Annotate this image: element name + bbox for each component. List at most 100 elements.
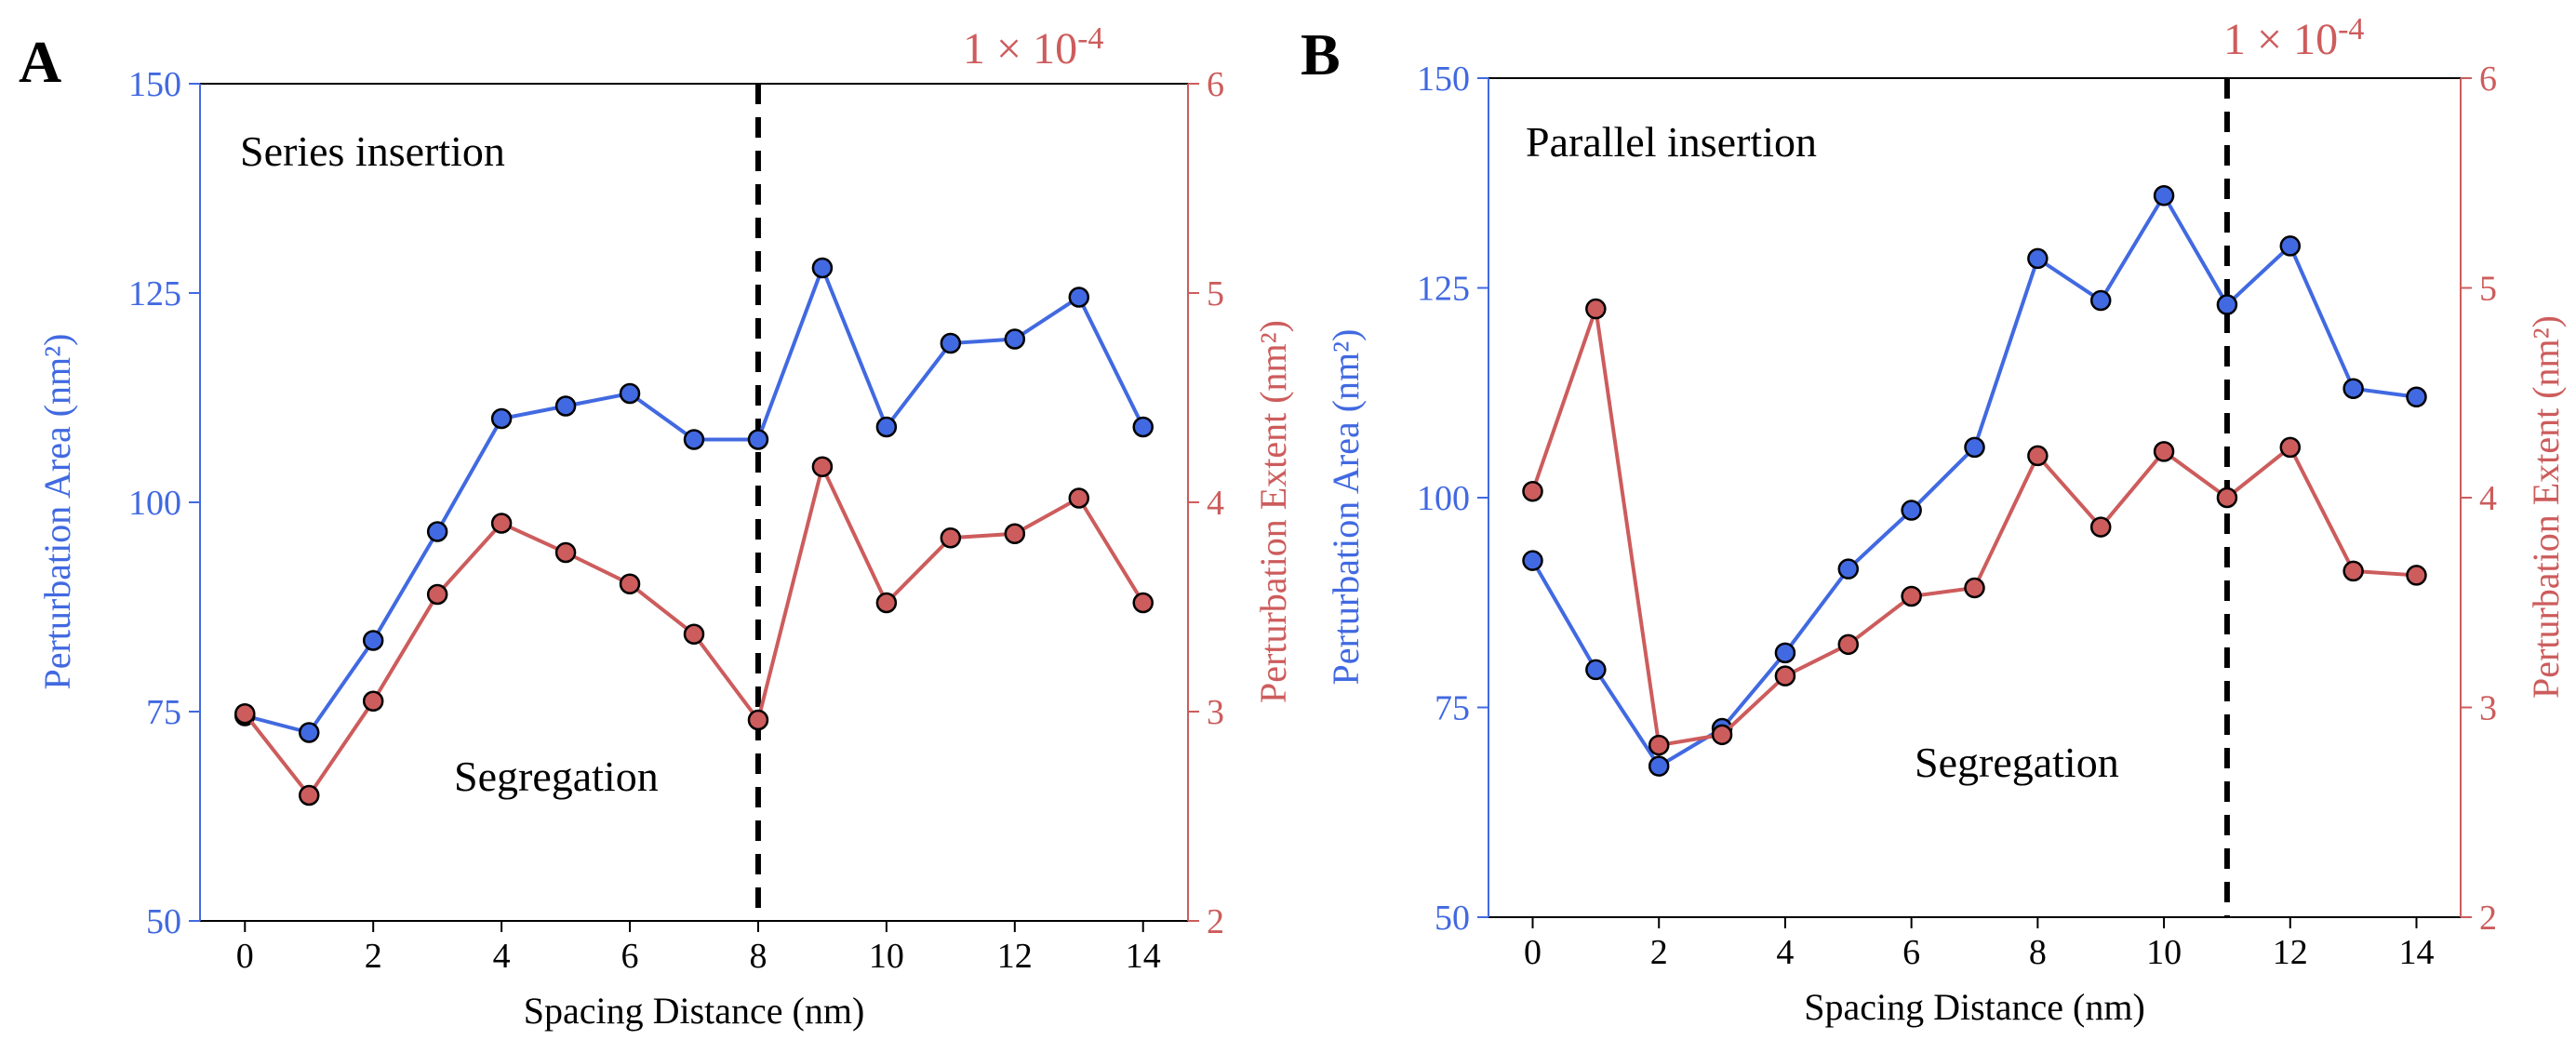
panel-letter: A <box>19 29 61 95</box>
data-point-extent <box>362 690 384 712</box>
data-point-area <box>1004 328 1026 350</box>
x-tick-label: 10 <box>869 937 904 976</box>
data-point-area <box>811 257 834 279</box>
x-tick-label: 4 <box>1776 933 1794 972</box>
data-point-extent <box>2027 445 2049 467</box>
x-tick-label: 14 <box>1126 937 1161 976</box>
data-point-area <box>2089 289 2112 312</box>
data-point-area <box>875 416 898 438</box>
data-point-extent <box>1901 585 1922 607</box>
annotation-label: Segregation <box>1915 739 2119 786</box>
x-tick-label: 0 <box>236 937 254 976</box>
data-point-extent <box>940 527 962 549</box>
x-tick-label: 6 <box>1902 933 1920 972</box>
data-point-area <box>426 521 448 542</box>
scale-factor-base: 1 × 10 <box>963 24 1077 73</box>
data-point-extent <box>1711 724 1733 746</box>
x-tick-label: 12 <box>2273 933 2308 972</box>
data-point-area <box>554 395 577 417</box>
data-point-area <box>298 722 320 743</box>
data-point-extent <box>298 784 320 806</box>
y-left-tick-label: 100 <box>1417 479 1470 518</box>
panel-letter: B <box>1301 21 1341 87</box>
data-point-extent <box>554 541 577 564</box>
data-point-extent <box>747 709 769 731</box>
scale-factor-exponent: -4 <box>1077 21 1103 56</box>
annotation-label: Segregation <box>454 753 659 800</box>
data-point-area <box>2279 235 2302 257</box>
scale-factor-label: 1 × 10-4 <box>2223 12 2364 64</box>
data-point-area <box>747 429 769 450</box>
y-right-tick-label: 3 <box>2479 689 2497 728</box>
y-left-tick-label: 100 <box>128 484 181 523</box>
x-axis-title: Spacing Distance (nm) <box>1804 986 2145 1028</box>
y-left-tick-label: 150 <box>128 65 181 104</box>
y-left-tick-label: 50 <box>1435 899 1470 938</box>
data-point-area <box>619 382 641 405</box>
data-point-area <box>2342 378 2364 399</box>
data-point-extent <box>490 513 513 534</box>
y-right-tick-label: 2 <box>1207 902 1224 941</box>
x-tick-label: 14 <box>2399 933 2435 972</box>
data-point-extent <box>2406 565 2427 586</box>
x-tick-label: 12 <box>997 937 1033 976</box>
data-point-extent <box>1774 665 1796 686</box>
y-left-tick-label: 150 <box>1417 60 1470 99</box>
data-point-extent <box>2342 560 2364 582</box>
x-axis-title: Spacing Distance (nm) <box>524 990 865 1032</box>
data-point-area <box>1774 642 1796 664</box>
x-tick-label: 6 <box>621 937 639 976</box>
data-point-area <box>1901 500 1922 521</box>
x-tick-label: 8 <box>749 937 767 976</box>
data-point-extent <box>1585 298 1607 320</box>
y-right-tick-label: 2 <box>2479 899 2497 938</box>
data-point-area <box>1132 416 1154 438</box>
data-point-area <box>2216 294 2238 315</box>
data-point-area <box>2406 386 2427 408</box>
data-point-extent <box>234 703 256 725</box>
chart-panel-a: A 0 2 4 6 8 10 12 14 50 75 100 125 150 2 3 4 5 6 Spacing Di… <box>19 21 1294 1032</box>
y-left-tick-label: 125 <box>1417 270 1470 309</box>
x-tick-label: 10 <box>2146 933 2182 972</box>
data-point-extent <box>619 573 641 594</box>
y-right-tick-label: 3 <box>1207 693 1224 732</box>
series-line-extent <box>1530 308 2417 748</box>
scale-factor-base: 1 × 10 <box>2223 15 2338 64</box>
data-point-area <box>1522 550 1543 571</box>
data-point-area <box>1837 558 1860 580</box>
data-point-area <box>683 429 705 450</box>
data-point-extent <box>1132 592 1154 614</box>
data-point-extent <box>683 623 705 645</box>
y-right-tick-label: 6 <box>1207 65 1224 104</box>
y-left-tick-label: 75 <box>1435 689 1470 728</box>
data-point-extent <box>2089 516 2112 538</box>
data-point-area <box>362 630 384 651</box>
data-point-area <box>1964 436 1985 459</box>
x-tick-label: 4 <box>493 937 511 976</box>
data-point-extent <box>1522 480 1543 502</box>
y-left-tick-label: 50 <box>146 902 181 941</box>
scale-factor-exponent: -4 <box>2338 12 2364 47</box>
data-point-extent <box>2153 441 2175 462</box>
y-left-tick-label: 75 <box>146 693 181 732</box>
data-point-area <box>490 407 513 430</box>
scale-factor-label: 1 × 10-4 <box>963 21 1103 73</box>
data-point-extent <box>1004 523 1026 544</box>
x-tick-label: 0 <box>1524 933 1542 972</box>
data-point-area <box>1068 287 1090 308</box>
data-point-extent <box>2216 487 2238 509</box>
y-left-axis-title: Perturbation Area (nm²) <box>1325 329 1367 686</box>
data-point-area <box>2027 247 2049 270</box>
x-tick-label: 2 <box>1650 933 1668 972</box>
chart-panel-b: B 0 2 4 6 8 10 12 14 50 75 100 125 150 2 3 4 5 6 Spacing Di… <box>1301 12 2567 1028</box>
annotation-label: Series insertion <box>240 127 505 175</box>
data-point-extent <box>1837 633 1860 656</box>
y-right-tick-label: 4 <box>2479 479 2497 518</box>
data-point-extent <box>811 456 834 477</box>
y-right-tick-label: 4 <box>1207 484 1224 523</box>
y-right-axis-title: Perturbation Extent (nm²) <box>1252 320 1294 703</box>
annotation-label: Parallel insertion <box>1526 118 1817 166</box>
data-point-extent <box>1964 577 1985 599</box>
x-tick-label: 2 <box>365 937 382 976</box>
